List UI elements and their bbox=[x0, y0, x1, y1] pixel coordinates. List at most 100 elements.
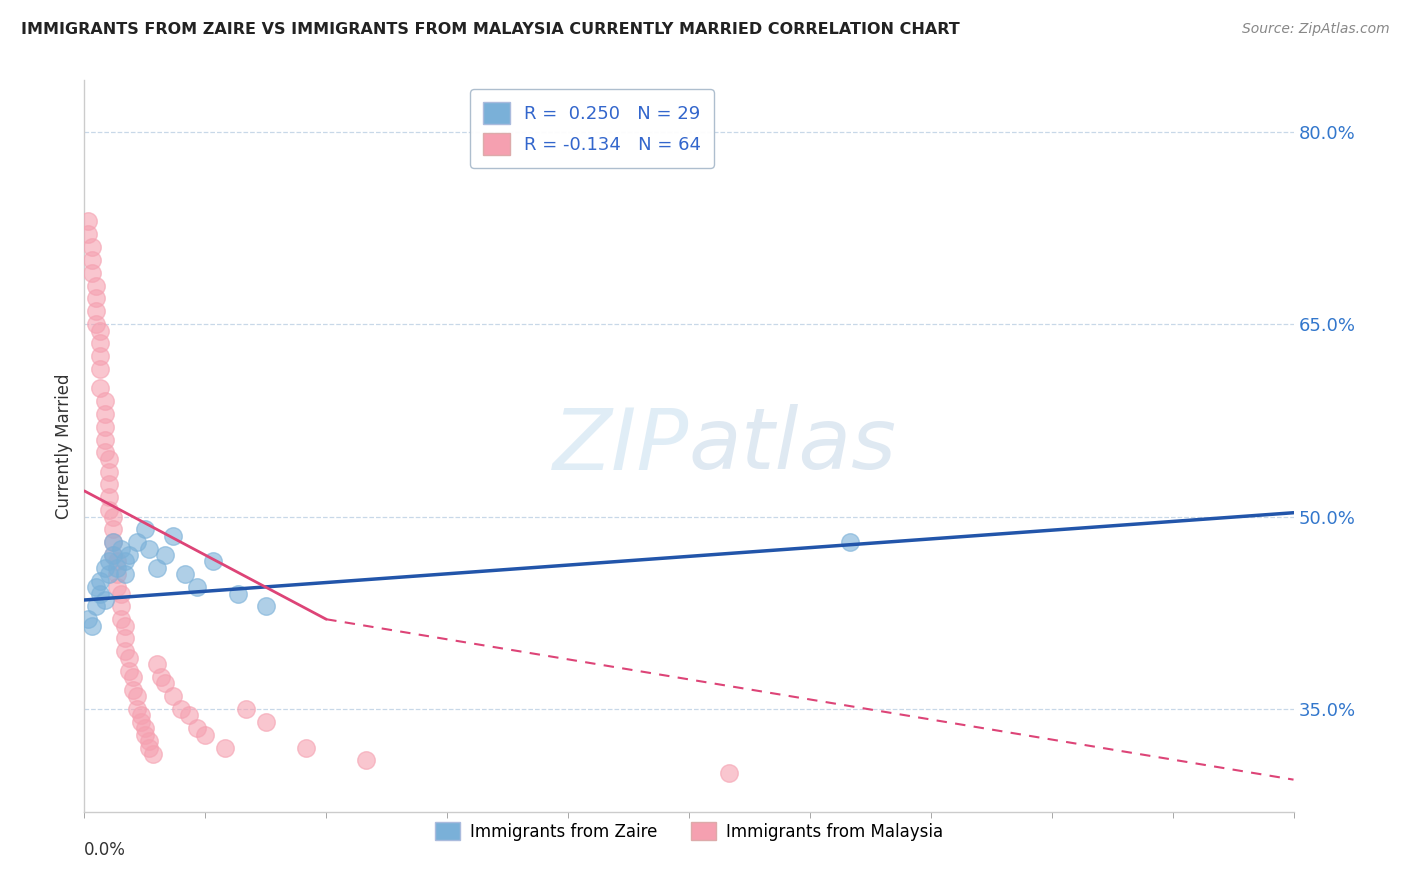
Point bbox=[138, 541, 160, 556]
Point bbox=[118, 664, 141, 678]
Point bbox=[89, 574, 111, 588]
Point bbox=[129, 708, 152, 723]
Point bbox=[105, 561, 128, 575]
Point bbox=[89, 336, 111, 351]
Point bbox=[134, 728, 156, 742]
Point bbox=[179, 708, 201, 723]
Point bbox=[110, 599, 132, 614]
Point bbox=[254, 599, 277, 614]
Point bbox=[101, 535, 124, 549]
Point bbox=[93, 394, 115, 409]
Point bbox=[86, 580, 108, 594]
Point bbox=[101, 509, 124, 524]
Point bbox=[153, 676, 176, 690]
Point bbox=[101, 548, 124, 562]
Point bbox=[295, 740, 318, 755]
Point bbox=[118, 650, 141, 665]
Point bbox=[93, 433, 115, 447]
Point bbox=[839, 535, 862, 549]
Point bbox=[93, 561, 115, 575]
Point bbox=[89, 586, 111, 600]
Point bbox=[121, 682, 143, 697]
Point bbox=[134, 523, 156, 537]
Point bbox=[97, 477, 120, 491]
Point bbox=[97, 503, 120, 517]
Point bbox=[235, 702, 257, 716]
Point bbox=[125, 702, 148, 716]
Point bbox=[114, 567, 136, 582]
Point bbox=[86, 317, 108, 331]
Point bbox=[138, 734, 160, 748]
Point bbox=[101, 535, 124, 549]
Point bbox=[125, 690, 148, 704]
Point bbox=[226, 586, 249, 600]
Point bbox=[77, 214, 100, 228]
Point bbox=[105, 580, 128, 594]
Y-axis label: Currently Married: Currently Married bbox=[55, 373, 73, 519]
Point bbox=[153, 548, 176, 562]
Point bbox=[114, 554, 136, 568]
Point bbox=[125, 535, 148, 549]
Point bbox=[170, 702, 193, 716]
Point bbox=[110, 586, 132, 600]
Point bbox=[93, 593, 115, 607]
Text: atlas: atlas bbox=[689, 404, 897, 488]
Point bbox=[118, 548, 141, 562]
Point bbox=[82, 618, 104, 632]
Point bbox=[97, 491, 120, 505]
Point bbox=[77, 612, 100, 626]
Point bbox=[93, 419, 115, 434]
Point bbox=[89, 324, 111, 338]
Point bbox=[114, 632, 136, 646]
Point bbox=[146, 561, 169, 575]
Point bbox=[718, 766, 741, 780]
Point bbox=[110, 541, 132, 556]
Point bbox=[105, 567, 128, 582]
Point bbox=[134, 721, 156, 735]
Point bbox=[121, 670, 143, 684]
Legend: Immigrants from Zaire, Immigrants from Malaysia: Immigrants from Zaire, Immigrants from M… bbox=[429, 816, 949, 847]
Point bbox=[97, 465, 120, 479]
Point bbox=[97, 567, 120, 582]
Point bbox=[89, 349, 111, 363]
Point bbox=[214, 740, 236, 755]
Point bbox=[110, 612, 132, 626]
Point bbox=[186, 721, 208, 735]
Point bbox=[356, 753, 378, 767]
Point bbox=[89, 381, 111, 395]
Point bbox=[162, 529, 184, 543]
Point bbox=[129, 714, 152, 729]
Point bbox=[114, 644, 136, 658]
Text: Source: ZipAtlas.com: Source: ZipAtlas.com bbox=[1241, 22, 1389, 37]
Point bbox=[194, 728, 217, 742]
Point bbox=[174, 567, 197, 582]
Point bbox=[86, 278, 108, 293]
Point bbox=[138, 740, 160, 755]
Text: IMMIGRANTS FROM ZAIRE VS IMMIGRANTS FROM MALAYSIA CURRENTLY MARRIED CORRELATION : IMMIGRANTS FROM ZAIRE VS IMMIGRANTS FROM… bbox=[21, 22, 960, 37]
Point bbox=[101, 523, 124, 537]
Point bbox=[86, 292, 108, 306]
Point bbox=[86, 304, 108, 318]
Point bbox=[89, 362, 111, 376]
Point bbox=[105, 554, 128, 568]
Point bbox=[93, 445, 115, 459]
Point bbox=[97, 451, 120, 466]
Point bbox=[142, 747, 165, 761]
Point bbox=[186, 580, 208, 594]
Point bbox=[114, 618, 136, 632]
Point bbox=[254, 714, 277, 729]
Point bbox=[149, 670, 172, 684]
Point bbox=[86, 599, 108, 614]
Point bbox=[101, 548, 124, 562]
Text: 0.0%: 0.0% bbox=[84, 841, 127, 859]
Point bbox=[93, 407, 115, 421]
Point bbox=[82, 240, 104, 254]
Point bbox=[162, 690, 184, 704]
Point bbox=[77, 227, 100, 242]
Point bbox=[202, 554, 225, 568]
Point bbox=[146, 657, 169, 672]
Text: ZIP: ZIP bbox=[553, 404, 689, 488]
Point bbox=[97, 554, 120, 568]
Point bbox=[82, 252, 104, 267]
Point bbox=[82, 266, 104, 280]
